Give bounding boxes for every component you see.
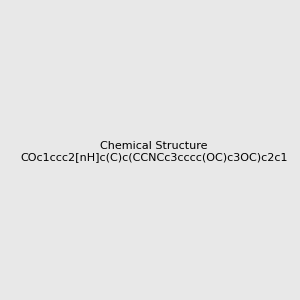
Text: Chemical Structure
COc1ccc2[nH]c(C)c(CCNCc3cccc(OC)c3OC)c2c1: Chemical Structure COc1ccc2[nH]c(C)c(CCN… xyxy=(20,141,287,162)
